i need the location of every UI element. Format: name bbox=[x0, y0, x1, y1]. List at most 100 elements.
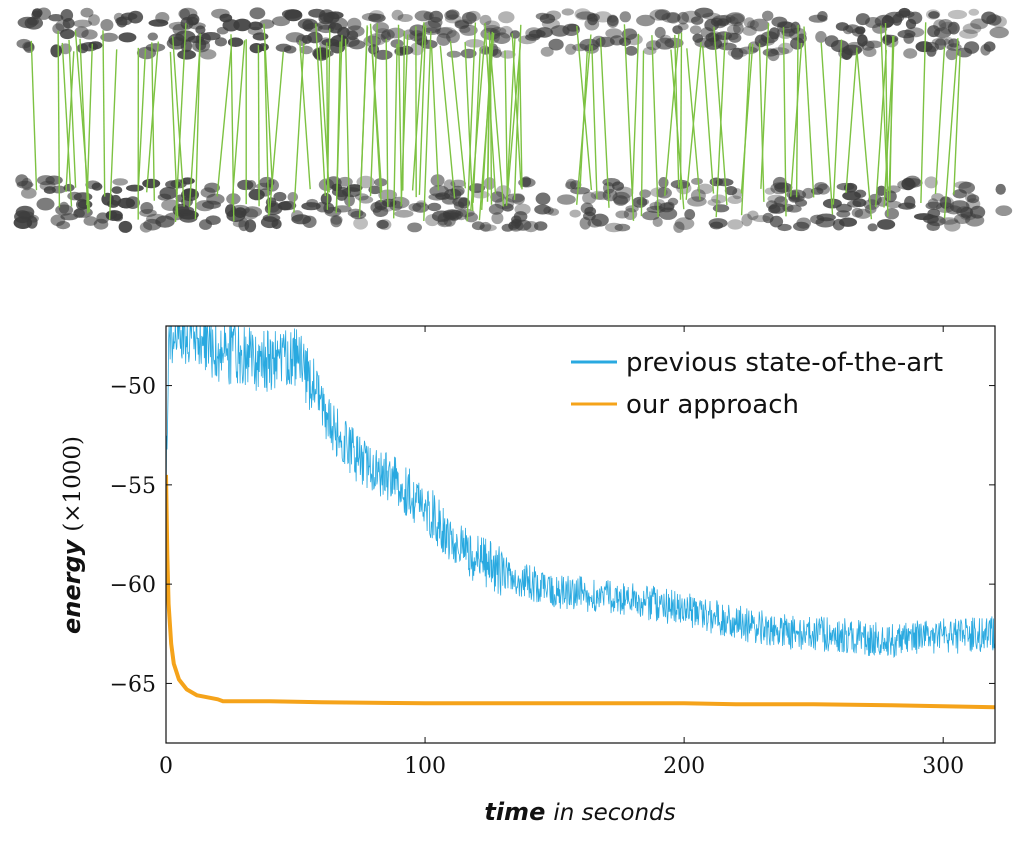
y-tick-label: −50 bbox=[110, 375, 156, 400]
cell-blob bbox=[479, 14, 492, 26]
series-line-previous-state-of-the-art bbox=[166, 326, 995, 659]
cell-blob bbox=[816, 213, 836, 222]
cell-blob bbox=[342, 187, 362, 198]
cell-blob bbox=[147, 32, 158, 41]
cell-blob bbox=[904, 195, 916, 209]
cell-blob bbox=[824, 35, 839, 47]
cell-blob bbox=[490, 191, 505, 203]
cell-blob bbox=[594, 191, 611, 201]
cell-blob bbox=[619, 11, 631, 23]
correspondence-line bbox=[504, 50, 509, 199]
cell-blob bbox=[479, 221, 492, 232]
cell-blob bbox=[444, 10, 459, 21]
cell-blob bbox=[570, 187, 590, 195]
cell-blob bbox=[368, 185, 382, 195]
cell-blob bbox=[249, 7, 266, 20]
cell-blob bbox=[361, 12, 381, 22]
cell-blob bbox=[565, 43, 577, 55]
x-tick-label: 0 bbox=[159, 754, 173, 779]
cell-blob bbox=[85, 180, 101, 190]
cell-blob bbox=[956, 47, 973, 58]
cell-blob bbox=[195, 200, 215, 212]
cell-blob bbox=[36, 197, 55, 211]
cell-blob bbox=[62, 18, 75, 29]
cell-blob bbox=[187, 35, 204, 44]
cell-blob bbox=[422, 27, 441, 35]
cell-blob bbox=[995, 183, 1006, 195]
cell-blob bbox=[373, 49, 393, 60]
cell-blob bbox=[83, 216, 98, 226]
x-tick-label: 200 bbox=[663, 754, 705, 779]
cell-blob bbox=[646, 40, 661, 51]
cell-blob bbox=[741, 213, 753, 227]
correspondence-line bbox=[172, 36, 185, 207]
cell-blob bbox=[867, 223, 878, 232]
cell-blob bbox=[658, 177, 669, 189]
correspondence-line bbox=[470, 29, 487, 211]
cell-blob bbox=[534, 221, 548, 231]
correspondence-line bbox=[231, 40, 246, 205]
cell-blob bbox=[562, 23, 580, 36]
cell-blob bbox=[718, 42, 737, 51]
cell-blob bbox=[965, 192, 977, 203]
cell-blob bbox=[590, 190, 607, 200]
cell-blob bbox=[358, 195, 374, 204]
cell-blob bbox=[101, 192, 114, 206]
cell-blob bbox=[116, 16, 128, 28]
y-axis-ticks: −50 −55 −60 −65 bbox=[110, 375, 995, 697]
correspondence-line bbox=[430, 46, 440, 191]
cell-blob bbox=[885, 200, 902, 209]
cell-blob bbox=[376, 219, 389, 229]
cell-blob bbox=[709, 177, 723, 187]
cell-blob bbox=[491, 48, 502, 58]
legend-label-previous-state-of-the-art: previous state-of-the-art bbox=[626, 348, 943, 378]
cell-blob bbox=[483, 177, 496, 190]
cell-blob bbox=[771, 16, 788, 28]
cell-blob bbox=[525, 27, 543, 40]
cell-blob bbox=[246, 180, 257, 191]
cell-blob bbox=[796, 217, 811, 229]
cell-blob bbox=[499, 25, 513, 39]
correspondence-line bbox=[188, 46, 201, 208]
correspondence-line bbox=[758, 43, 765, 202]
cell-blob bbox=[642, 210, 660, 221]
legend: previous state-of-the-art our approach bbox=[571, 348, 943, 420]
cell-blob bbox=[459, 24, 478, 36]
cell-blob bbox=[14, 210, 31, 224]
cell-blob bbox=[48, 14, 64, 22]
cell-blob bbox=[659, 202, 675, 213]
correspondence-line bbox=[344, 38, 350, 207]
cell-blob bbox=[852, 198, 867, 208]
cell-blob bbox=[227, 37, 244, 47]
cell-blob bbox=[525, 33, 541, 41]
cell-blob bbox=[177, 49, 197, 60]
cell-blob bbox=[409, 24, 427, 37]
cell-blob bbox=[248, 21, 263, 31]
cell-blob bbox=[431, 210, 452, 222]
cell-blob bbox=[868, 193, 882, 206]
cell-blob bbox=[52, 23, 65, 35]
correspondence-line bbox=[505, 43, 522, 206]
cell-blob bbox=[580, 202, 594, 215]
cell-blob bbox=[427, 16, 443, 29]
energy-over-time-chart: 0 100 200 300 −50 −55 −60 −65 previous state-o… bbox=[58, 325, 996, 826]
cell-blob bbox=[881, 15, 894, 28]
cell-blob bbox=[625, 205, 639, 213]
cell-blob bbox=[709, 221, 724, 230]
cell-blob bbox=[656, 187, 672, 199]
cell-blob bbox=[146, 213, 166, 224]
plot-frame bbox=[165, 325, 996, 744]
cell-blob bbox=[691, 177, 703, 185]
cell-blob bbox=[569, 209, 581, 218]
cell-blob bbox=[836, 203, 852, 213]
cell-blob bbox=[786, 204, 802, 213]
cell-blob bbox=[924, 176, 938, 189]
cell-blob bbox=[673, 221, 685, 233]
cell-blob bbox=[148, 19, 169, 27]
cell-blob bbox=[694, 7, 714, 18]
cell-blob bbox=[444, 14, 462, 24]
correspondence-line bbox=[631, 33, 640, 195]
cell-blob bbox=[273, 191, 287, 202]
cell-blob bbox=[767, 48, 780, 62]
cell-blob bbox=[687, 196, 707, 207]
